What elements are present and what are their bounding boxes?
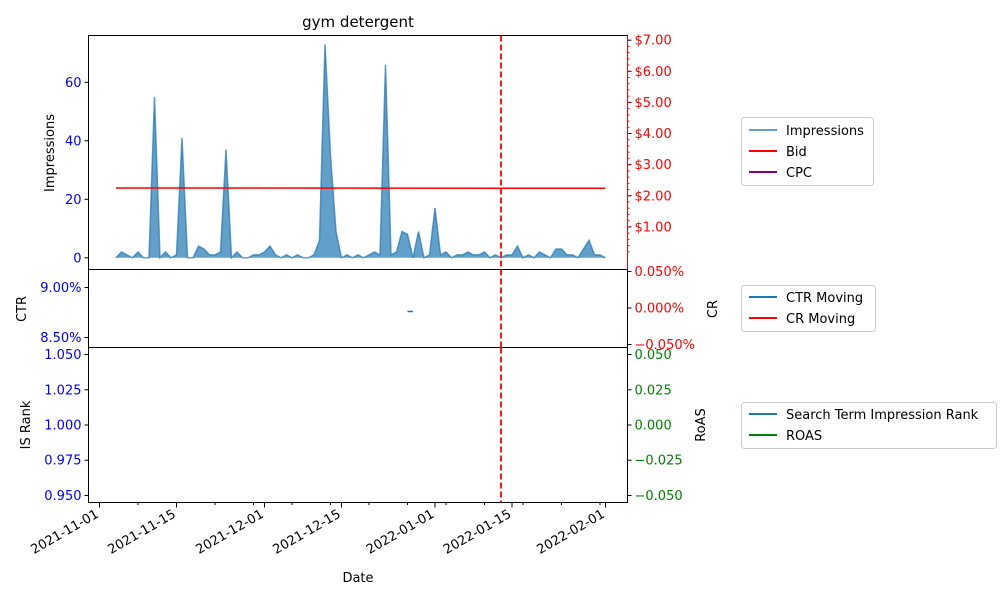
legend-label-cr-moving: CR Moving	[786, 312, 855, 327]
date-axis-label: Date	[342, 571, 373, 586]
roas-tick-label: 0.050	[635, 348, 672, 363]
impressions-area-layer	[115, 44, 606, 260]
impressions-y-axis: 0 20 40 60	[65, 76, 89, 266]
ctr-axis-label: CTR	[15, 296, 30, 322]
cr-y-axis: −0.050% 0.000% 0.050%	[627, 265, 695, 353]
date-tick-label: 2021-11-15	[106, 507, 179, 558]
legend-label-roas: ROAS	[786, 429, 822, 444]
cr-tick-label: −0.050%	[635, 338, 695, 353]
legend-label-cpc: CPC	[786, 166, 812, 181]
is-rank-tick-label: 1.000	[44, 419, 81, 434]
bid-cpc-y-axis: $1.00 $2.00 $3.00 $4.00 $5.00 $6.00 $7.00	[627, 34, 672, 270]
bid-tick-label: $5.00	[635, 96, 672, 111]
is-rank-axis-label: IS Rank	[19, 400, 34, 449]
roas-tick-label: −0.025	[635, 454, 683, 469]
is-rank-tick-label: 1.025	[44, 383, 81, 398]
bid-tick-label: $4.00	[635, 127, 672, 142]
is-rank-tick-label: 0.950	[44, 489, 81, 504]
date-tick-label: 2021-11-01	[29, 507, 102, 558]
roas-tick-label: 0.000	[635, 419, 672, 434]
impressions-tick-label: 40	[65, 134, 82, 149]
ctr-panel-frame	[88, 269, 628, 348]
legend-ctr-cr: CTR Moving CR Moving	[741, 285, 876, 332]
bid-tick-label: $7.00	[635, 34, 672, 49]
date-tick-label: 2022-01-01	[364, 507, 437, 558]
chart-title: gym detergent	[302, 13, 414, 31]
roas-tick-label: −0.050	[635, 489, 683, 504]
date-tick-label: 2021-12-15	[271, 507, 344, 558]
legend-label-ctr-moving: CTR Moving	[786, 291, 863, 306]
bid-tick-label: $3.00	[635, 158, 672, 173]
date-x-axis: 2021-11-01 2021-11-15 2021-12-01 2021-12-15…	[29, 502, 608, 558]
impressions-line	[115, 44, 606, 260]
is-rank-tick-label: 1.050	[44, 348, 81, 363]
cr-tick-label: 0.050%	[635, 265, 685, 280]
legend-label-impression-rank: Search Term Impression Rank	[786, 408, 979, 423]
roas-axis-label: RoAS	[694, 408, 709, 442]
impressions-tick-label: 20	[65, 193, 82, 208]
bid-tick-label: $1.00	[635, 220, 672, 235]
legend-impressions: Impressions Bid CPC	[741, 117, 874, 186]
impressions-tick-label: 60	[65, 76, 82, 91]
date-tick-label: 2022-02-01	[535, 507, 608, 558]
ctr-y-axis: 8.50% 9.00%	[40, 281, 89, 346]
bid-tick-label: $2.00	[635, 189, 672, 204]
impressions-area	[116, 44, 606, 258]
roas-y-axis: −0.050 −0.025 0.000 0.025 0.050	[627, 348, 683, 504]
ctr-tick-label: 9.00%	[40, 281, 81, 296]
impressions-panel-frame	[88, 35, 628, 270]
ctr-tick-label: 8.50%	[40, 331, 81, 346]
legend-rank-roas: Search Term Impression Rank ROAS	[741, 402, 997, 449]
date-tick-label: 2022-01-15	[441, 507, 514, 558]
date-tick-label: 2021-12-01	[194, 507, 267, 558]
impressions-tick-label: 0	[73, 251, 81, 266]
rank-panel-frame	[88, 347, 628, 503]
roas-tick-label: 0.025	[635, 383, 672, 398]
is-rank-y-axis: 0.950 0.975 1.000 1.025 1.050	[44, 348, 89, 504]
bid-tick-label: $6.00	[635, 65, 672, 80]
legend-label-bid: Bid	[786, 145, 807, 160]
is-rank-tick-label: 0.975	[44, 454, 81, 469]
cr-axis-label: CR	[706, 300, 721, 318]
cr-tick-label: 0.000%	[635, 302, 685, 317]
legend-label-impressions: Impressions	[786, 124, 864, 139]
impressions-axis-label: Impressions	[43, 114, 58, 192]
